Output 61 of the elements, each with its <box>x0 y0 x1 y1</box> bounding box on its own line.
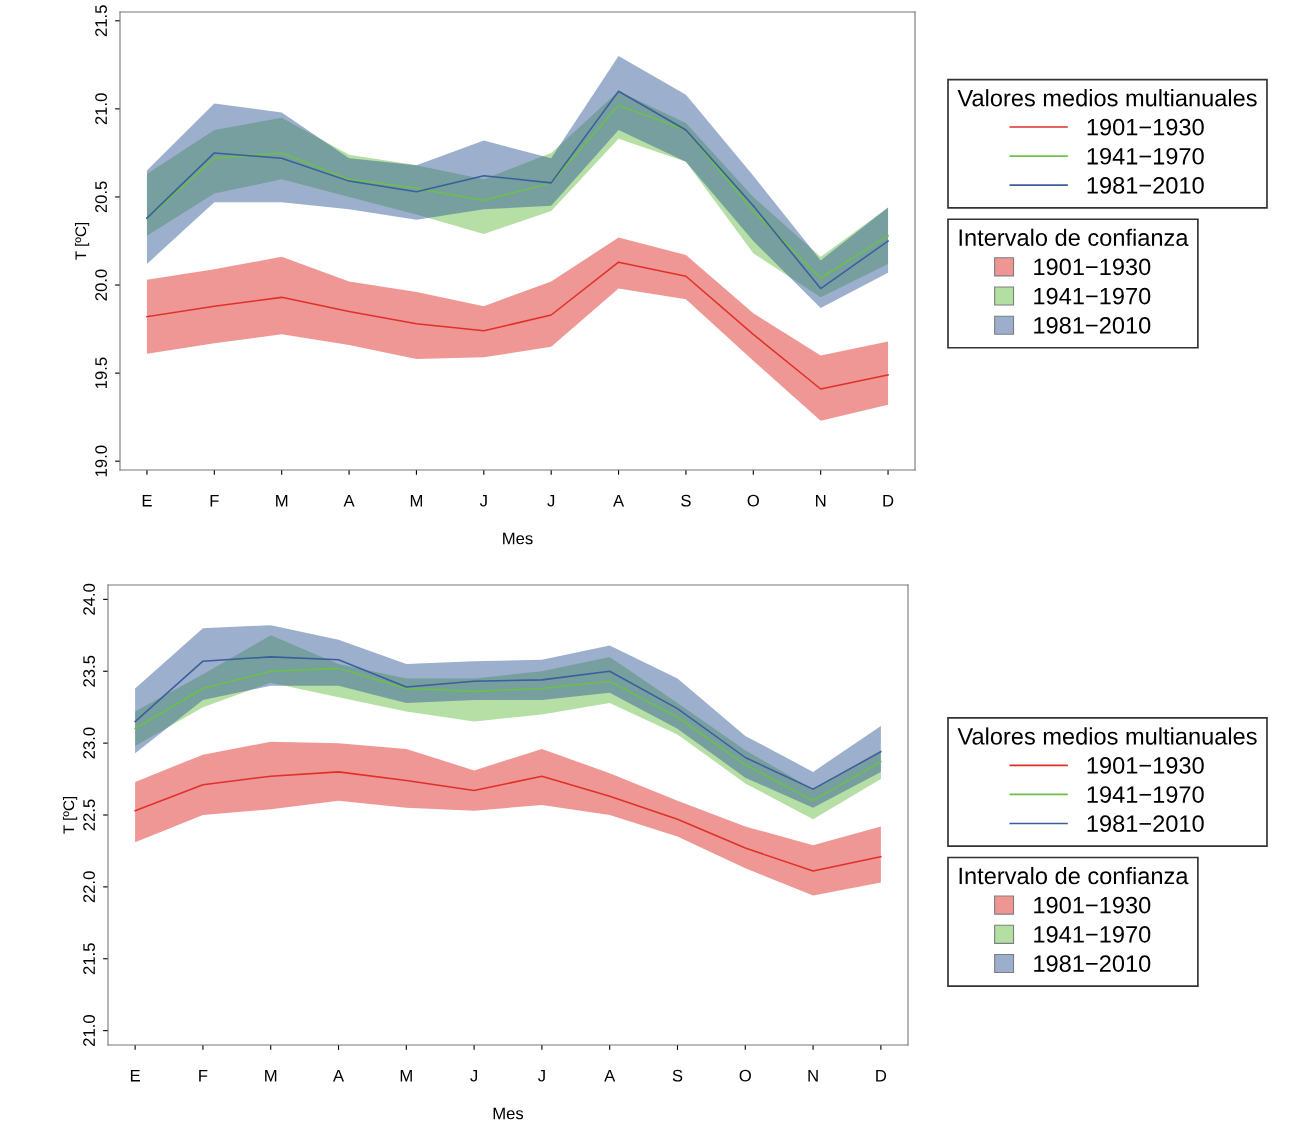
y-axis-title: T [ºC] <box>74 222 90 260</box>
text: 1941−1970 <box>1087 147 1204 165</box>
x-tick-label: O <box>747 494 759 507</box>
y-tick-label: 19.5 <box>95 357 107 389</box>
legend-label: 1901−1930 <box>1034 896 1151 914</box>
x-tick-label: A <box>604 1069 616 1082</box>
text: 1901−1930 <box>1087 757 1204 774</box>
text: Valores medios multianuales <box>957 727 1257 745</box>
y-tick-label: 22.0 <box>83 871 95 903</box>
y-tick-label: 23.5 <box>83 655 95 687</box>
line-series <box>134 656 882 790</box>
x-tick-label: D <box>883 494 894 507</box>
y-tick-label: 24.0 <box>83 583 95 615</box>
y-tick-label: 22.5 <box>83 799 95 831</box>
legend-label: 1901−1930 <box>1034 258 1151 276</box>
x-tick-label: E <box>130 1069 140 1082</box>
x-tick-label: S <box>681 494 691 507</box>
y-tick-label: 21.5 <box>95 5 107 37</box>
y-tick-label: 21.5 <box>83 943 95 975</box>
x-tick-label: M <box>276 494 288 507</box>
line-series <box>146 261 889 390</box>
y-tick-label: 20.0 <box>95 269 107 301</box>
y-axis-title: T [ºC] <box>62 796 78 834</box>
y-tick-label: 19.0 <box>95 445 107 477</box>
line-series <box>134 771 882 872</box>
x-tick-label: A <box>613 494 625 507</box>
x-tick-label: A <box>343 494 355 507</box>
x-tick-label: J <box>537 1069 545 1082</box>
x-tick-label: J <box>479 494 487 507</box>
text: 1981−2010 <box>1034 955 1151 972</box>
x-tick-label: F <box>210 494 219 507</box>
x-tick-label: E <box>142 494 152 507</box>
x-tick-label: J <box>547 494 555 507</box>
y-tick-label: 21.0 <box>95 93 107 125</box>
text: 1981−2010 <box>1087 176 1204 194</box>
text: 1901−1930 <box>1087 118 1204 136</box>
text: Intervalo de confianza <box>959 228 1189 247</box>
y-tick-label: 20.5 <box>95 181 107 213</box>
x-tick-label: M <box>400 1069 412 1082</box>
legend-label: 1941−1970 <box>1034 287 1151 305</box>
text: Intervalo de confianza <box>959 866 1189 885</box>
x-tick-label: S <box>672 1069 683 1082</box>
x-tick-label: J <box>470 1069 478 1082</box>
x-tick-label: N <box>816 494 826 507</box>
line-series <box>134 667 882 802</box>
y-tick-label: 23.0 <box>83 727 95 759</box>
x-tick-label: D <box>876 1069 887 1082</box>
text: 1941−1970 <box>1087 786 1204 803</box>
x-tick-label: M <box>265 1069 277 1082</box>
x-axis-title: Mes <box>503 532 533 545</box>
x-tick-label: M <box>410 494 423 507</box>
y-tick-label: 21.0 <box>83 1015 95 1046</box>
x-tick-label: F <box>199 1069 208 1082</box>
legend-label: 1981−2010 <box>1087 815 1204 832</box>
text: Valores medios multianuales <box>957 89 1257 107</box>
x-tick-label: A <box>332 1069 345 1082</box>
x-tick-label: O <box>739 1069 751 1082</box>
x-axis-title: Mes <box>493 1107 524 1120</box>
legend-label: 1981−2010 <box>1034 316 1151 334</box>
x-tick-label: N <box>808 1069 818 1082</box>
legend-label: 1941−1970 <box>1034 926 1151 943</box>
